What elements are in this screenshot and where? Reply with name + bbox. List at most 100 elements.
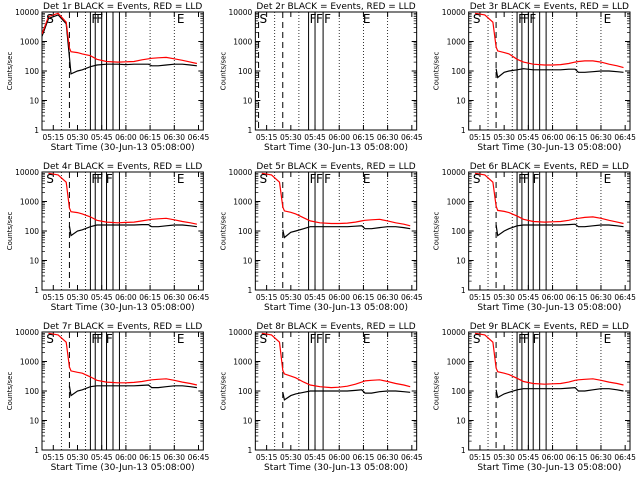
x-tick-label: 06:15	[353, 133, 375, 142]
x-tick-label: 05:45	[91, 133, 113, 142]
y-tick-label: 10000	[228, 168, 252, 177]
plot-frame	[254, 11, 418, 131]
y-tick-label: 100	[25, 387, 40, 396]
y-tick-label: 10	[243, 257, 253, 266]
marker-s: S	[473, 332, 481, 346]
x-tick-label: 05:30	[280, 453, 302, 462]
x-tick-label: 06:30	[377, 133, 399, 142]
marker-f: F	[96, 332, 103, 346]
x-tick-label: 05:45	[304, 453, 326, 462]
x-tick-label: 05:15	[42, 453, 64, 462]
x-tick-label: 05:45	[304, 133, 326, 142]
marker-f: F	[310, 172, 317, 186]
y-tick-label: 100	[25, 227, 40, 236]
x-tick-label: 06:00	[328, 453, 350, 462]
panel-title: Det 1r BLACK = Events, RED = LLD	[43, 2, 202, 12]
x-tick-label: 06:00	[542, 293, 564, 302]
marker-f: F	[533, 332, 540, 346]
x-tick-label: 06:30	[590, 293, 612, 302]
x-axis-label: Start Time (30-Jun-13 05:08:00)	[477, 463, 621, 473]
y-tick-label: 1	[248, 286, 253, 295]
y-tick-label: 1	[461, 286, 466, 295]
y-tick-label: 10	[456, 257, 466, 266]
y-tick-label: 1000	[233, 358, 252, 367]
x-tick-label: 05:15	[256, 293, 278, 302]
x-tick-label: 06:00	[328, 133, 350, 142]
x-tick-label: 06:00	[115, 453, 137, 462]
x-tick-label: 05:30	[493, 453, 515, 462]
x-tick-label: 06:00	[328, 293, 350, 302]
marker-f: F	[106, 172, 113, 186]
y-tick-label: 10000	[228, 8, 252, 17]
y-tick-label: 10000	[442, 328, 466, 337]
marker-s: S	[260, 332, 268, 346]
panel-title: Det 6r BLACK = Events, RED = LLD	[470, 162, 629, 172]
x-tick-label: 06:15	[566, 133, 588, 142]
series-events	[282, 225, 411, 239]
marker-e: E	[363, 172, 371, 186]
x-tick-label: 06:45	[614, 293, 636, 302]
x-tick-label: 05:45	[518, 133, 540, 142]
y-tick-label: 1	[248, 126, 253, 135]
marker-f: F	[523, 12, 530, 26]
y-tick-label: 100	[451, 67, 466, 76]
marker-f: F	[518, 12, 525, 26]
marker-f: F	[523, 172, 530, 186]
y-tick-label: 10	[456, 97, 466, 106]
x-tick-label: 06:00	[115, 133, 137, 142]
x-tick-label: 06:15	[139, 453, 161, 462]
panel-3: Det 3r BLACK = Events, RED = LLD 1 10 100 10…	[433, 2, 637, 153]
y-tick-label: 10000	[442, 8, 466, 17]
y-tick-label: 1000	[447, 358, 466, 367]
x-tick-label: 06:15	[566, 293, 588, 302]
y-tick-label: 1	[248, 446, 253, 455]
y-tick-label: 1000	[233, 38, 252, 47]
series-lld	[48, 172, 198, 225]
marker-e: E	[177, 332, 185, 346]
y-axis-label: Counts/sec	[219, 52, 227, 91]
series-events	[282, 389, 411, 401]
marker-f: F	[106, 332, 113, 346]
marker-e: E	[363, 12, 371, 26]
y-tick-label: 1000	[20, 358, 39, 367]
y-axis-label: Counts/sec	[433, 52, 441, 91]
x-tick-label: 05:15	[469, 453, 491, 462]
marker-f: F	[96, 172, 103, 186]
marker-f: F	[91, 172, 98, 186]
panel-title: Det 3r BLACK = Events, RED = LLD	[470, 2, 629, 12]
y-axis-label: Counts/sec	[6, 52, 14, 91]
y-tick-label: 1	[34, 446, 39, 455]
y-axis-label: Counts/sec	[433, 212, 441, 251]
y-tick-label: 10	[243, 97, 253, 106]
y-tick-label: 1	[34, 126, 39, 135]
marker-f: F	[518, 172, 525, 186]
x-tick-label: 05:30	[67, 133, 89, 142]
x-axis-label: Start Time (30-Jun-13 05:08:00)	[51, 303, 195, 313]
y-tick-label: 100	[25, 67, 40, 76]
x-tick-label: 05:30	[493, 133, 515, 142]
y-tick-label: 10000	[228, 328, 252, 337]
x-tick-label: 06:45	[188, 133, 210, 142]
plot-frame	[41, 171, 204, 291]
y-axis-label: Counts/sec	[6, 372, 14, 411]
panel-title: Det 8r BLACK = Events, RED = LLD	[256, 322, 415, 332]
x-tick-label: 06:00	[542, 133, 564, 142]
series-events	[68, 224, 197, 237]
x-axis-label: Start Time (30-Jun-13 05:08:00)	[264, 463, 408, 473]
y-axis-label: Counts/sec	[433, 372, 441, 411]
y-tick-label: 10000	[15, 8, 39, 17]
marker-e: E	[363, 332, 371, 346]
panel-2: Det 2r BLACK = Events, RED = LLD 1 10 100 10…	[219, 2, 423, 153]
x-tick-label: 06:30	[163, 133, 185, 142]
series-lld	[475, 172, 624, 225]
panel-title: Det 5r BLACK = Events, RED = LLD	[256, 162, 415, 172]
series-events	[495, 223, 624, 237]
y-tick-label: 1	[34, 286, 39, 295]
x-axis-label: Start Time (30-Jun-13 05:08:00)	[51, 463, 195, 473]
series-lld	[48, 332, 198, 386]
y-tick-label: 100	[451, 387, 466, 396]
y-tick-label: 10	[243, 417, 253, 426]
marker-e: E	[604, 172, 612, 186]
x-tick-label: 05:15	[469, 133, 491, 142]
